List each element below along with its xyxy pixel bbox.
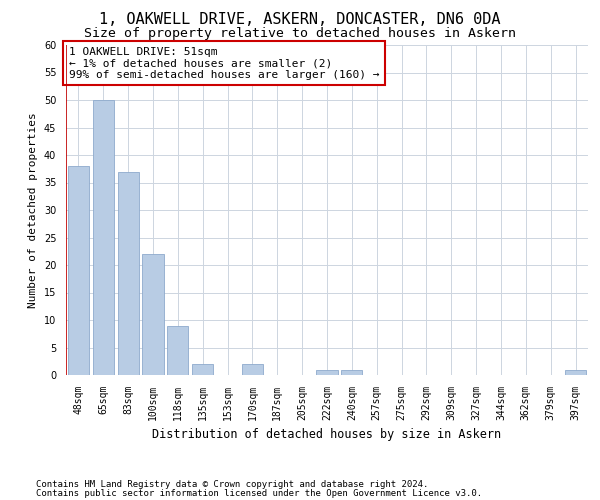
Bar [93,100,114,375]
X-axis label: Distribution of detached houses by size in Askern: Distribution of detached houses by size … [152,428,502,442]
Bar [242,364,263,375]
Text: 1, OAKWELL DRIVE, ASKERN, DONCASTER, DN6 0DA: 1, OAKWELL DRIVE, ASKERN, DONCASTER, DN6… [99,12,501,28]
Bar [118,172,139,375]
Text: Contains public sector information licensed under the Open Government Licence v3: Contains public sector information licen… [36,489,482,498]
Bar [142,254,164,375]
Y-axis label: Number of detached properties: Number of detached properties [28,112,38,308]
Bar [341,370,362,375]
Bar [167,326,188,375]
Text: Size of property relative to detached houses in Askern: Size of property relative to detached ho… [84,28,516,40]
Bar [68,166,89,375]
Bar [565,370,586,375]
Text: Contains HM Land Registry data © Crown copyright and database right 2024.: Contains HM Land Registry data © Crown c… [36,480,428,489]
Bar [192,364,213,375]
Text: 1 OAKWELL DRIVE: 51sqm
← 1% of detached houses are smaller (2)
99% of semi-detac: 1 OAKWELL DRIVE: 51sqm ← 1% of detached … [68,46,379,80]
Bar [316,370,338,375]
